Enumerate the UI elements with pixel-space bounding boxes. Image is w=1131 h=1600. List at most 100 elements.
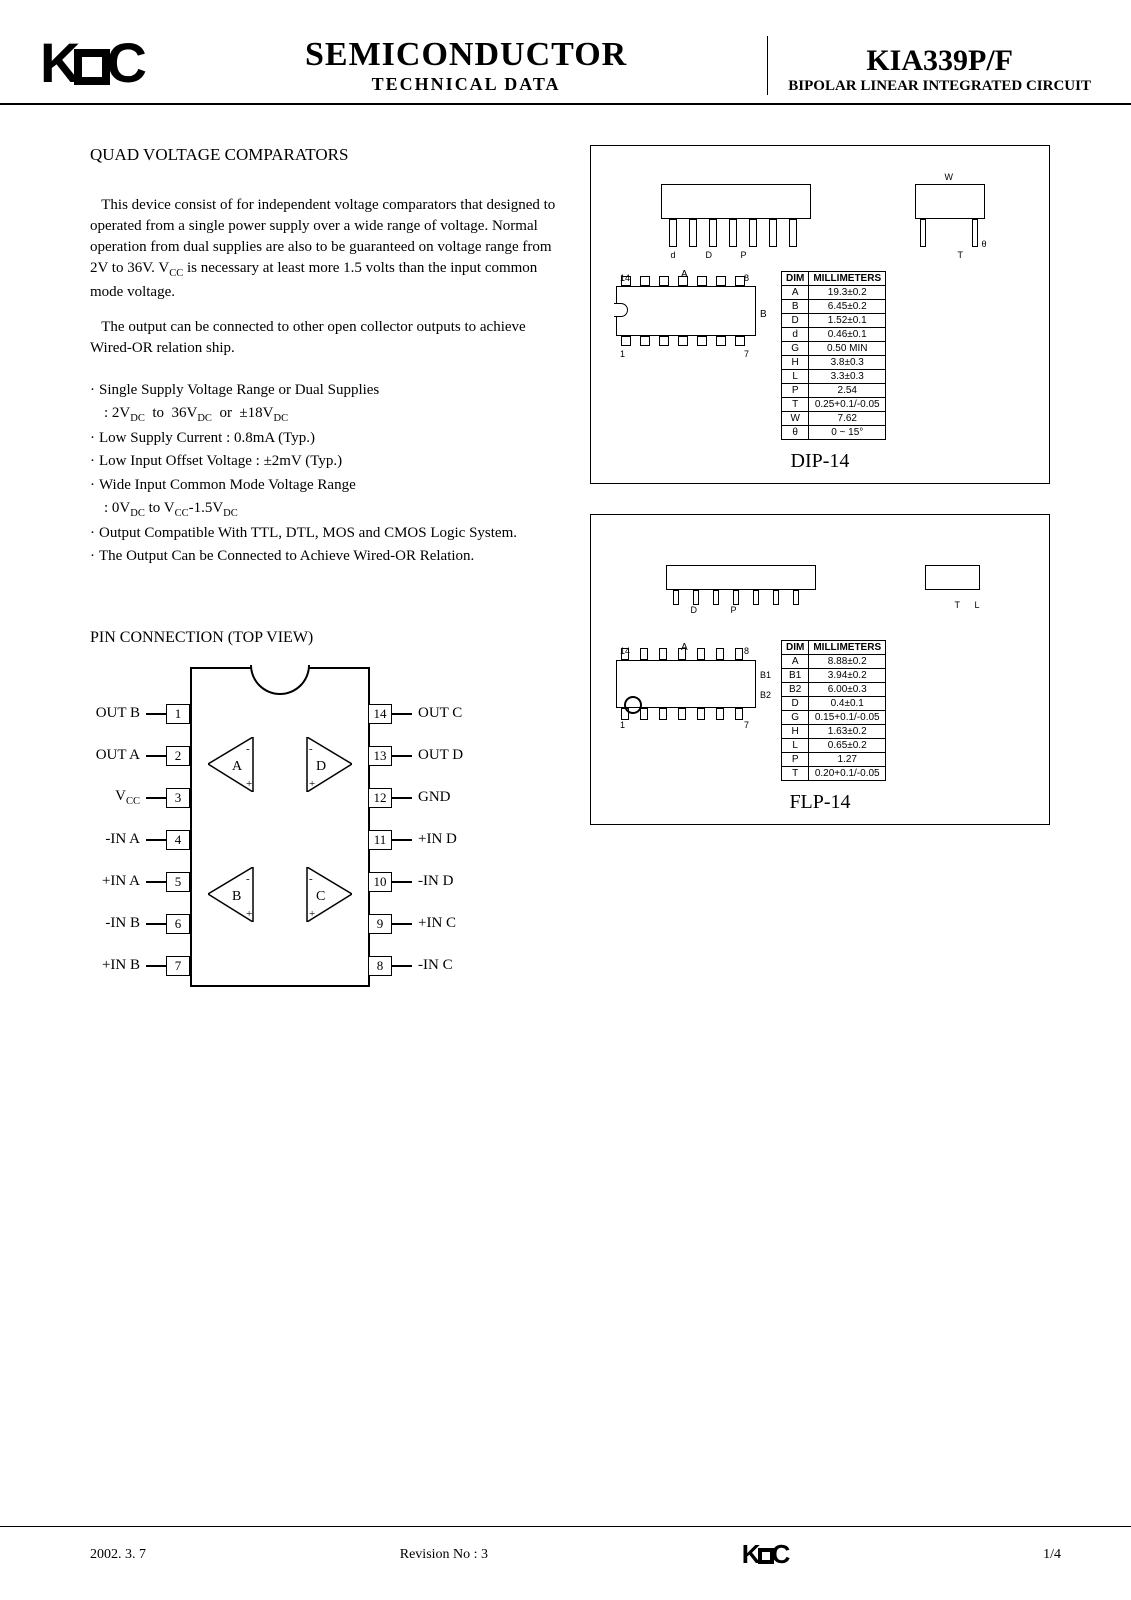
table-row: d0.46±0.1 — [782, 328, 886, 342]
svg-text:C: C — [316, 889, 325, 904]
feature-item: Single Supply Voltage Range or Dual Supp… — [90, 379, 570, 402]
pin-row: 14 OUT C — [368, 702, 488, 726]
features-list: Single Supply Voltage Range or Dual Supp… — [90, 379, 570, 569]
pin-number: 9 — [368, 914, 392, 934]
dip-package-name: DIP-14 — [606, 450, 1034, 473]
svg-text:+: + — [246, 778, 252, 790]
flp-lower: A 14 8 1 7 B1 B2 DIMMILLIMETERS A8.88±0.… — [606, 640, 1034, 781]
para1: This device consist of for independent v… — [90, 195, 570, 303]
pin-lead-icon — [392, 713, 412, 715]
pin-number: 10 — [368, 872, 392, 892]
pin-number: 6 — [166, 914, 190, 934]
pin-row: 9 +IN C — [368, 912, 488, 936]
svg-text:+: + — [246, 908, 252, 920]
pin-row: 12 GND — [368, 786, 488, 810]
pin-number: 5 — [166, 872, 190, 892]
pin-row: 13 OUT D — [368, 744, 488, 768]
pin-label: OUT B — [70, 705, 140, 722]
table-row: B13.94±0.2 — [782, 669, 886, 683]
page-header: KC SEMICONDUCTOR TECHNICAL DATA KIA339P/… — [0, 0, 1131, 105]
pin-label: -IN A — [70, 831, 140, 848]
pin-row: -IN A 4 — [70, 828, 190, 852]
part-subtitle: BIPOLAR LINEAR INTEGRATED CIRCUIT — [788, 78, 1091, 95]
pin-number: 2 — [166, 746, 190, 766]
dip-side-view-icon: D P d — [651, 174, 821, 254]
table-row: A8.88±0.2 — [782, 655, 886, 669]
table-row: H1.63±0.2 — [782, 725, 886, 739]
comparator-b-icon: B-+ — [208, 867, 258, 922]
comparator-a-icon: A-+ — [208, 737, 258, 792]
pin-row: OUT A 2 — [70, 744, 190, 768]
part-number: KIA339P/F — [788, 44, 1091, 78]
left-column: QUAD VOLTAGE COMPARATORS This device con… — [90, 145, 590, 1007]
footer-revision: Revision No : 3 — [400, 1547, 488, 1563]
pin-label: +IN C — [418, 915, 488, 932]
comparator-d-icon: D-+ — [302, 737, 352, 792]
svg-text:B: B — [232, 889, 241, 904]
pin-label: -IN C — [418, 957, 488, 974]
svg-text:+: + — [309, 908, 315, 920]
svg-text:-: - — [309, 743, 313, 755]
feature-indent: : 0VDC to VCC-1.5VDC — [104, 497, 570, 522]
pin-row: 10 -IN D — [368, 870, 488, 894]
para2: The output can be connected to other ope… — [90, 317, 570, 359]
pin-lead-icon — [146, 923, 166, 925]
svg-text:+: + — [309, 778, 315, 790]
pin-lead-icon — [146, 839, 166, 841]
pin-lead-icon — [146, 881, 166, 883]
pin-number: 4 — [166, 830, 190, 850]
right-column: D P d W T θ A — [590, 145, 1050, 1007]
pin-number: 12 — [368, 788, 392, 808]
pin-number: 14 — [368, 704, 392, 724]
table-row: A19.3±0.2 — [782, 286, 886, 300]
pin-label: OUT C — [418, 705, 488, 722]
pin-row: 11 +IN D — [368, 828, 488, 852]
pin-number: 11 — [368, 830, 392, 850]
footer-logo: KC — [742, 1539, 790, 1570]
dip-package-box: D P d W T θ A — [590, 145, 1050, 484]
section-title: QUAD VOLTAGE COMPARATORS — [90, 145, 570, 165]
pin-label: +IN B — [70, 957, 140, 974]
feature-item: Wide Input Common Mode Voltage Range — [90, 474, 570, 497]
table-row: B6.45±0.2 — [782, 300, 886, 314]
flp-top-view-icon: A 14 8 1 7 B1 B2 — [606, 640, 766, 730]
pin-lead-icon — [392, 755, 412, 757]
feature-item: Low Input Offset Voltage : ±2mV (Typ.) — [90, 450, 570, 473]
description: This device consist of for independent v… — [90, 195, 570, 359]
chip-body — [190, 667, 370, 987]
svg-text:-: - — [309, 873, 313, 885]
pin-lead-icon — [146, 713, 166, 715]
pin-row: +IN B 7 — [70, 954, 190, 978]
dip-end-view-icon: W T θ — [910, 174, 990, 254]
comparator-c-icon: C- + — [302, 867, 352, 922]
pin-label: GND — [418, 789, 488, 806]
logo: KC — [40, 30, 145, 95]
feature-item: Low Supply Current : 0.8mA (Typ.) — [90, 427, 570, 450]
table-row: L3.3±0.3 — [782, 370, 886, 384]
pin-number: 1 — [166, 704, 190, 724]
pin-lead-icon — [392, 839, 412, 841]
feature-indent: : 2VDC to 36VDC or ±18VDC — [104, 402, 570, 427]
pin-number: 7 — [166, 956, 190, 976]
feature-item: The Output Can be Connected to Achieve W… — [90, 545, 570, 568]
pin-lead-icon — [392, 923, 412, 925]
table-row: T0.25+0.1/-0.05 — [782, 398, 886, 412]
pin-row: 8 -IN C — [368, 954, 488, 978]
pin-lead-icon — [146, 797, 166, 799]
svg-text:-: - — [246, 743, 250, 755]
table-row: D0.4±0.1 — [782, 697, 886, 711]
flp-side-view-icon: D P — [651, 555, 831, 610]
flp-package-box: D P L T A 14 8 1 7 — [590, 514, 1050, 825]
doc-title: SEMICONDUCTOR — [185, 36, 747, 74]
pin-lead-icon — [146, 965, 166, 967]
table-row: T0.20+0.1/-0.05 — [782, 767, 886, 781]
page-footer: 2002. 3. 7 Revision No : 3 KC 1/4 — [0, 1526, 1131, 1570]
dip-drawing: D P d W T θ — [606, 166, 1034, 261]
pin-row: -IN B 6 — [70, 912, 190, 936]
dip-top-view-icon: A 14 8 1 7 B — [606, 271, 766, 361]
header-right: KIA339P/F BIPOLAR LINEAR INTEGRATED CIRC… — [768, 44, 1091, 95]
table-row: G0.50 MIN — [782, 342, 886, 356]
main-content: QUAD VOLTAGE COMPARATORS This device con… — [0, 105, 1131, 1007]
table-row: H3.8±0.3 — [782, 356, 886, 370]
pin-connection-title: PIN CONNECTION (TOP VIEW) — [90, 629, 570, 647]
